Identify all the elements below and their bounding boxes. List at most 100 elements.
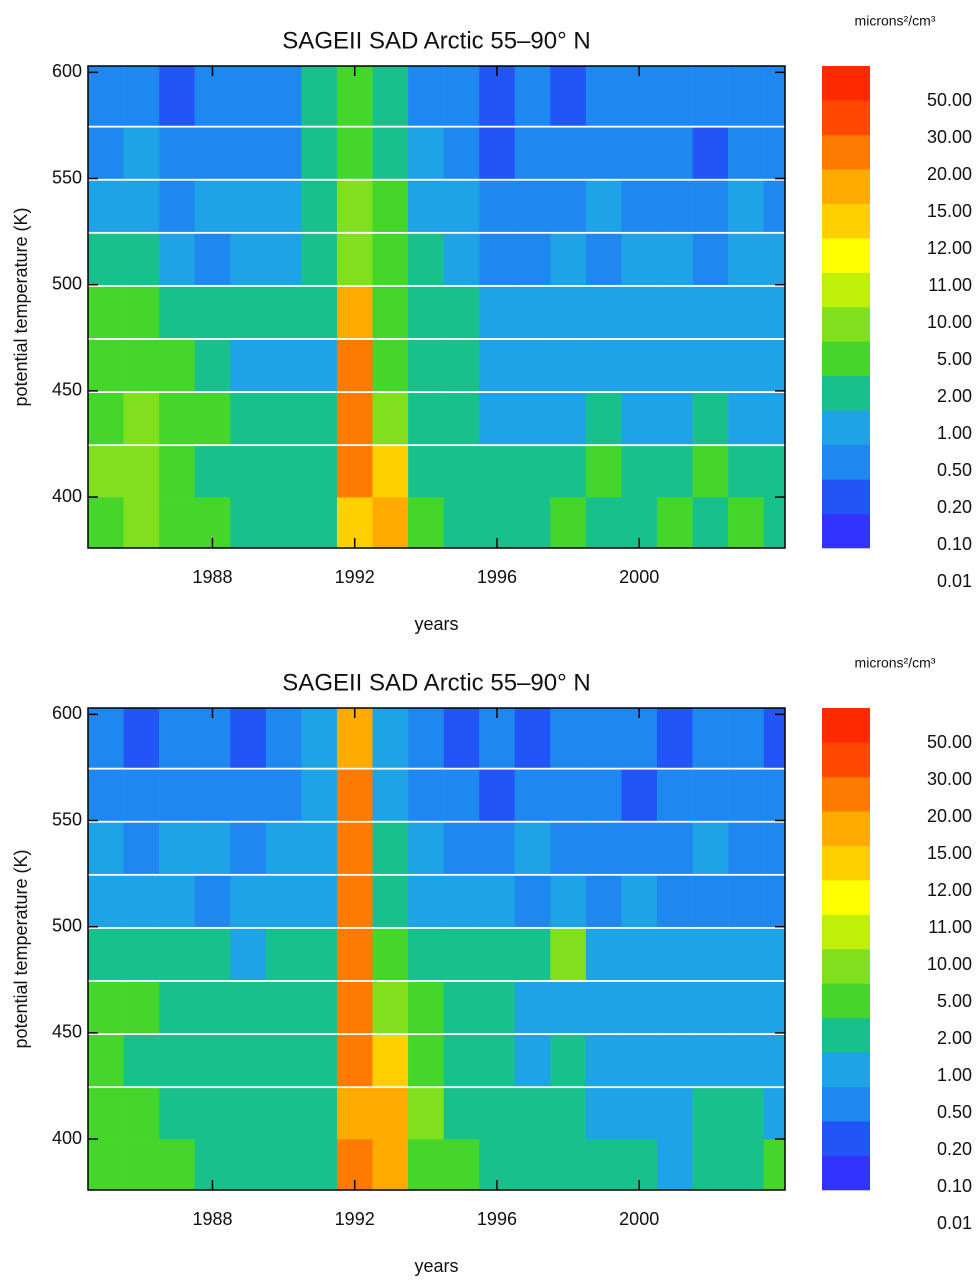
heatmap-cell bbox=[230, 339, 267, 392]
heatmap-cell bbox=[372, 708, 409, 768]
heatmap-cell bbox=[763, 66, 785, 126]
heatmap-cell bbox=[194, 286, 231, 339]
colorbar-label: 12.00 bbox=[927, 238, 972, 258]
heatmap-cell bbox=[88, 875, 124, 928]
heatmap-cell bbox=[728, 822, 764, 874]
heatmap-cell bbox=[408, 875, 444, 928]
heatmap-cell bbox=[301, 497, 338, 548]
y-tick-label: 600 bbox=[52, 61, 82, 81]
heatmap-cell bbox=[728, 981, 764, 1034]
heatmap-cell bbox=[728, 127, 764, 179]
heatmap-cell bbox=[479, 1139, 516, 1190]
colorbar-label: 11.00 bbox=[928, 917, 972, 937]
heatmap-cell bbox=[230, 875, 267, 928]
heatmap-cell bbox=[372, 66, 409, 126]
heatmap-cell bbox=[301, 446, 338, 498]
heatmap-cell bbox=[230, 392, 267, 445]
heatmap-cell bbox=[656, 392, 693, 445]
heatmap-cell bbox=[408, 180, 444, 232]
y-tick-label: 500 bbox=[52, 915, 82, 935]
heatmap-cell bbox=[336, 1034, 373, 1087]
x-axis-label: years bbox=[414, 1256, 458, 1276]
colorbar-label: 10.00 bbox=[927, 954, 972, 974]
heatmap-cell bbox=[408, 339, 444, 392]
heatmap-cell bbox=[301, 392, 338, 445]
heatmap-cell bbox=[692, 286, 729, 339]
heatmap-cell bbox=[265, 180, 302, 232]
heatmap-cell bbox=[408, 769, 444, 821]
colorbar-swatch bbox=[822, 410, 870, 446]
colorbar-label: 1.00 bbox=[937, 1065, 972, 1085]
heatmap-cell bbox=[408, 233, 444, 286]
heatmap-cell bbox=[763, 769, 785, 821]
x-tick-label: 2000 bbox=[619, 567, 659, 587]
heatmap-cell bbox=[372, 286, 409, 339]
heatmap-cell bbox=[336, 233, 373, 286]
heatmap-cell bbox=[265, 822, 302, 874]
heatmap-cell bbox=[585, 981, 622, 1034]
colorbar-label: 0.01 bbox=[937, 1213, 972, 1233]
heatmap-cell bbox=[621, 981, 658, 1034]
heatmap-cell bbox=[230, 822, 267, 874]
heatmap-cell bbox=[656, 233, 693, 286]
heatmap-cell bbox=[159, 180, 195, 232]
heatmap-cell bbox=[728, 1088, 764, 1140]
y-tick-label: 600 bbox=[52, 703, 82, 723]
heatmap-cell bbox=[692, 180, 729, 232]
heatmap-cell bbox=[763, 286, 785, 339]
heatmap-cell bbox=[443, 497, 480, 548]
heatmap-cell bbox=[408, 497, 444, 548]
colorbar-swatch bbox=[822, 949, 870, 984]
heatmap-cell bbox=[372, 392, 409, 445]
heatmap-cell bbox=[728, 286, 764, 339]
heatmap-cell bbox=[728, 497, 764, 548]
plot-frame bbox=[87, 65, 786, 549]
colorbar-swatch bbox=[822, 479, 870, 514]
heatmap-cell bbox=[514, 769, 551, 821]
heatmap-cell bbox=[585, 769, 622, 821]
heatmap-cell bbox=[301, 66, 338, 126]
heatmap-cell bbox=[728, 66, 764, 126]
heatmap-cell bbox=[194, 497, 231, 548]
heatmap-cell bbox=[194, 769, 231, 821]
heatmap-cell bbox=[728, 928, 764, 981]
heatmap-cell bbox=[621, 233, 658, 286]
heatmap-cell bbox=[728, 180, 764, 232]
heatmap-cell bbox=[230, 928, 267, 981]
heatmap-cell bbox=[123, 822, 160, 874]
colorbar-swatch bbox=[822, 914, 870, 950]
heatmap-cell bbox=[336, 1088, 373, 1140]
colorbar-label: 11.00 bbox=[928, 275, 972, 295]
heatmap-cell bbox=[301, 928, 338, 981]
heatmap-cell bbox=[159, 822, 195, 874]
heatmap-cell bbox=[230, 1139, 267, 1190]
heatmap-cell bbox=[301, 286, 338, 339]
x-tick-label: 1996 bbox=[477, 1209, 517, 1229]
y-tick-label: 500 bbox=[52, 273, 82, 293]
heatmap-cell bbox=[550, 875, 587, 928]
heatmap-cell bbox=[514, 708, 551, 768]
colorbar-label: 50.00 bbox=[927, 732, 972, 752]
colorbar-label: 2.00 bbox=[937, 386, 972, 406]
heatmap-cell bbox=[159, 708, 195, 768]
heatmap-cell bbox=[88, 127, 124, 179]
heatmap-cell bbox=[443, 127, 480, 179]
heatmap-cell bbox=[408, 1034, 444, 1087]
heatmap-cell bbox=[621, 127, 658, 179]
colorbar-label: 0.10 bbox=[937, 534, 972, 554]
heatmap-cell bbox=[123, 708, 160, 768]
heatmap-cell bbox=[621, 1034, 658, 1087]
heatmap-cell bbox=[443, 769, 480, 821]
heatmap-cell bbox=[88, 233, 124, 286]
heatmap-cell bbox=[479, 1034, 516, 1087]
heatmap-cell bbox=[336, 446, 373, 498]
heatmap-cell bbox=[88, 708, 124, 768]
y-tick-label: 400 bbox=[52, 1128, 82, 1148]
colorbar-swatch bbox=[822, 272, 870, 308]
colorbar-label: 10.00 bbox=[927, 312, 972, 332]
heatmap-cell bbox=[408, 392, 444, 445]
plot-frame bbox=[87, 707, 786, 1191]
heatmap-cell bbox=[336, 180, 373, 232]
heatmap-cell bbox=[88, 339, 124, 392]
heatmap-cell bbox=[585, 497, 622, 548]
